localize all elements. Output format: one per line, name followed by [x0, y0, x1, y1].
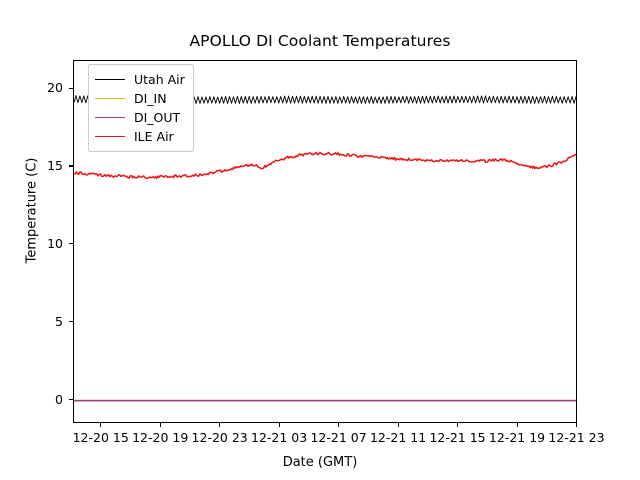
x-tick-label: 12-21 11	[369, 430, 427, 445]
legend-swatch-ile-air	[95, 136, 125, 137]
legend-entry: DI_IN	[95, 89, 185, 108]
x-tick-mark	[219, 423, 221, 427]
legend-swatch-utah-air	[95, 79, 125, 80]
legend-entry: DI_OUT	[95, 108, 185, 127]
y-tick-label: 20	[47, 80, 63, 96]
x-tick-label: 12-21 15	[429, 430, 486, 445]
legend-entry: ILE Air	[95, 127, 185, 146]
x-tick-label: 12-21 03	[251, 430, 308, 445]
legend-swatch-di-out	[95, 117, 125, 118]
y-tick-label: 5	[55, 313, 63, 329]
legend-label: ILE Air	[134, 129, 174, 144]
x-tick-mark	[338, 423, 340, 427]
legend-swatch-di-in	[95, 98, 125, 99]
x-tick-label: 12-21 07	[310, 430, 367, 445]
y-tick-mark	[69, 87, 73, 89]
y-tick-mark	[69, 321, 73, 323]
x-tick-label: 12-21 23	[548, 430, 605, 445]
y-tick-mark	[69, 399, 73, 401]
x-tick-mark	[159, 423, 161, 427]
y-tick-mark	[69, 243, 73, 245]
chart-title: APOLLO DI Coolant Temperatures	[189, 32, 451, 50]
data-series-layer	[74, 95, 576, 402]
x-tick-label: 12-20 23	[191, 430, 248, 445]
y-tick-label: 15	[47, 157, 63, 173]
y-tick-mark	[69, 165, 73, 167]
legend-entry: Utah Air	[95, 70, 185, 89]
x-tick-label: 12-20 15	[72, 430, 129, 445]
series-line-ile-air	[74, 151, 576, 180]
x-tick-mark	[575, 423, 578, 427]
legend-label: DI_IN	[134, 91, 167, 106]
x-tick-mark	[457, 423, 459, 427]
y-tick-label: 10	[47, 235, 63, 251]
x-tick-label: 12-21 19	[488, 430, 546, 445]
legend-label: Utah Air	[134, 72, 185, 87]
x-tick-mark	[100, 423, 102, 427]
y-tick-label: 0	[55, 391, 63, 407]
chart-legend: Utah Air DI_IN DI_OUT ILE Air	[88, 64, 194, 152]
x-tick-mark	[516, 423, 518, 427]
x-tick-mark	[278, 423, 280, 427]
legend-label: DI_OUT	[134, 110, 181, 125]
x-axis-label: Date (GMT)	[282, 455, 358, 470]
x-tick-label: 12-20 19	[132, 430, 189, 445]
x-tick-mark	[397, 423, 399, 427]
